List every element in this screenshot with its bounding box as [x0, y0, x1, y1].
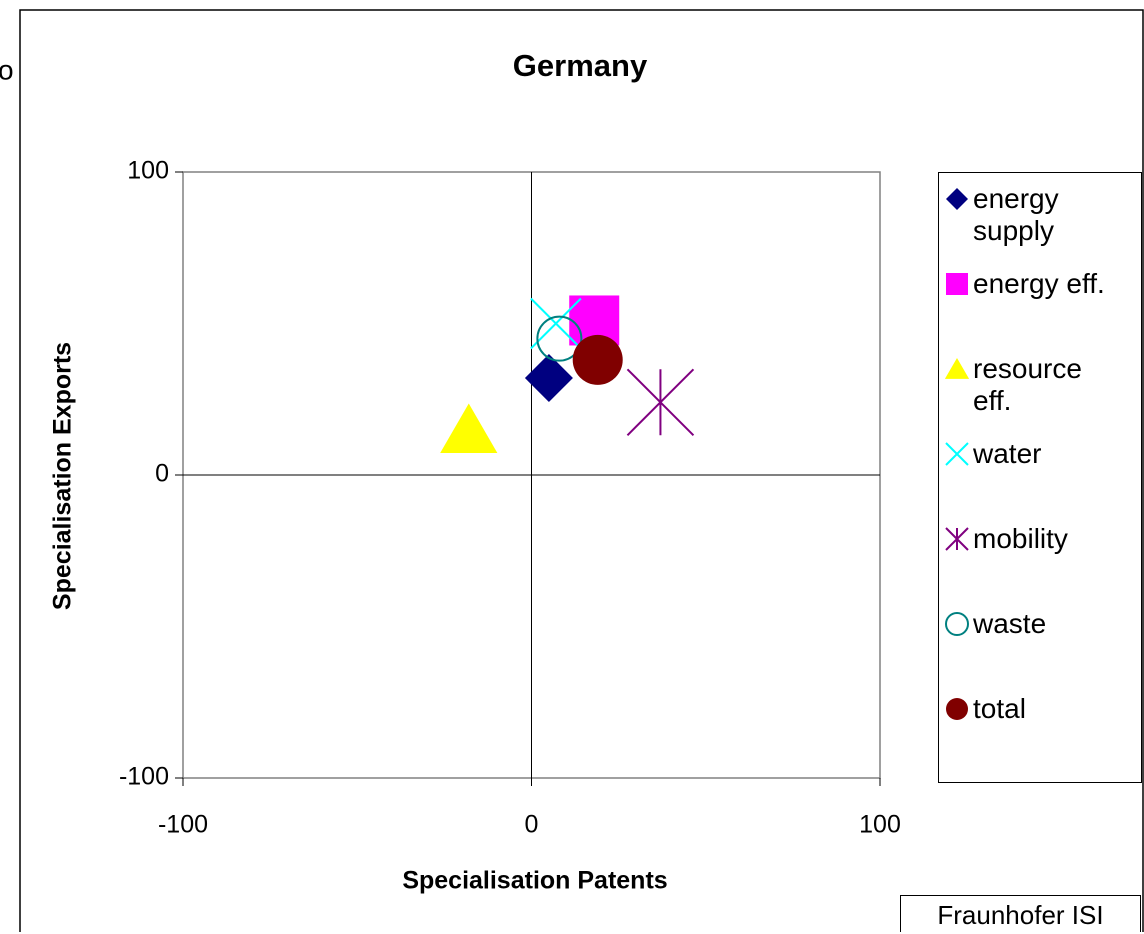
legend-icon — [946, 188, 968, 210]
legend-label: energy supply — [973, 183, 1059, 246]
legend-label: total — [973, 693, 1026, 724]
y-tick-label: 0 — [155, 460, 169, 488]
legend-item: resource eff. — [943, 353, 1143, 417]
point — [536, 315, 583, 362]
legend-icon — [946, 273, 968, 295]
annotation: o — [0, 54, 14, 85]
point — [572, 334, 623, 385]
legend-icon — [945, 612, 969, 636]
marker — [945, 527, 969, 551]
y-axis-title: Specialisation Exports — [49, 342, 77, 610]
marker — [946, 273, 968, 295]
marker — [945, 612, 969, 636]
legend-label: waste — [973, 608, 1047, 639]
legend-item: water — [943, 438, 1143, 470]
legend-item: waste — [943, 608, 1143, 640]
x-axis-title: Specialisation Patents — [402, 867, 667, 895]
chart-frame — [19, 9, 1144, 932]
legend-icon — [946, 698, 968, 720]
y-tick-label: -100 — [119, 763, 169, 791]
legend-item: energy eff. — [943, 268, 1143, 300]
legend-label: resource eff. — [973, 353, 1082, 416]
credit: Fraunhofer ISI — [900, 895, 1141, 932]
point — [530, 297, 582, 350]
legend-item: energy supply — [943, 183, 1143, 247]
marker — [944, 358, 970, 379]
legend-label: mobility — [973, 523, 1068, 554]
marker — [946, 698, 968, 720]
legend: energy supply energy eff. resource eff. wat… — [938, 172, 1142, 783]
legend-item: total — [943, 693, 1143, 725]
legend-label: water — [973, 438, 1042, 469]
legend-icon — [945, 527, 969, 551]
chart-title: Germany — [513, 48, 648, 83]
legend-label: energy eff. — [973, 268, 1105, 299]
legend-item: mobility — [943, 523, 1143, 555]
y-tick-label: 100 — [127, 157, 169, 185]
x-tick-label: 0 — [525, 811, 539, 839]
x-tick-label: -100 — [158, 811, 208, 839]
marker — [945, 442, 969, 466]
marker — [946, 188, 968, 210]
legend-icon — [945, 442, 969, 466]
x-tick-label: 100 — [859, 811, 901, 839]
legend-icon — [944, 358, 970, 379]
point — [440, 403, 498, 453]
point — [524, 354, 573, 403]
point — [626, 368, 695, 436]
